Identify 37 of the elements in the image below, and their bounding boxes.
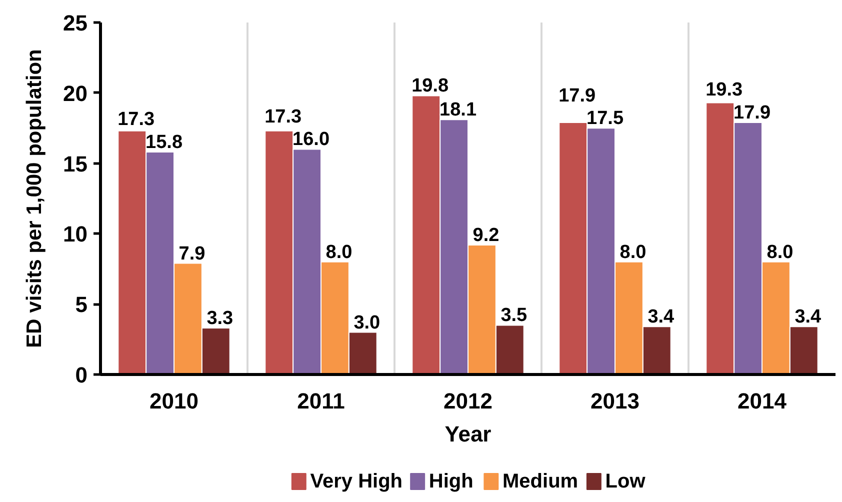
data-label: 19.3 (706, 80, 743, 101)
data-label: 8.0 (620, 242, 646, 263)
data-label: 3.0 (354, 312, 380, 334)
data-label: 3.4 (794, 306, 822, 328)
legend-label: Very High (310, 470, 403, 492)
data-label: 8.0 (326, 242, 352, 263)
y-tick-label: 25 (63, 10, 88, 36)
data-label: 17.3 (264, 106, 302, 128)
data-label: 17.5 (586, 108, 624, 130)
y-tick-label: 20 (63, 80, 88, 106)
x-tick-label: 2011 (297, 388, 345, 414)
data-label: 19.8 (412, 76, 449, 97)
x-tick-label: 2012 (444, 388, 492, 414)
data-label: 7.9 (178, 243, 206, 264)
data-label: 17.3 (118, 109, 155, 130)
data-label: 9.2 (472, 224, 500, 246)
y-tick-label: 5 (75, 292, 88, 318)
data-label: 17.9 (558, 85, 596, 106)
data-label: 15.8 (146, 132, 183, 154)
legend-label: High (428, 470, 474, 492)
data-label: 16.0 (292, 129, 330, 150)
y-axis-title: ED visits per 1,000 population (23, 49, 46, 348)
x-tick-label: 2010 (150, 388, 198, 414)
legend-label: Medium (502, 470, 578, 492)
data-label: 3.4 (648, 306, 675, 328)
data-label: 17.9 (734, 102, 771, 124)
x-tick-label: 2014 (738, 388, 788, 414)
y-tick-label: 0 (75, 362, 88, 388)
data-label: 3.5 (500, 305, 528, 326)
data-label: 3.3 (206, 308, 234, 330)
y-tick-label: 15 (63, 151, 88, 176)
x-axis-title: Year (444, 422, 492, 446)
legend-label: Low (605, 470, 646, 492)
data-label: 8.0 (766, 242, 794, 263)
y-tick-label: 10 (63, 222, 88, 247)
data-label: 18.1 (440, 100, 477, 121)
x-tick-label: 2013 (590, 388, 640, 414)
